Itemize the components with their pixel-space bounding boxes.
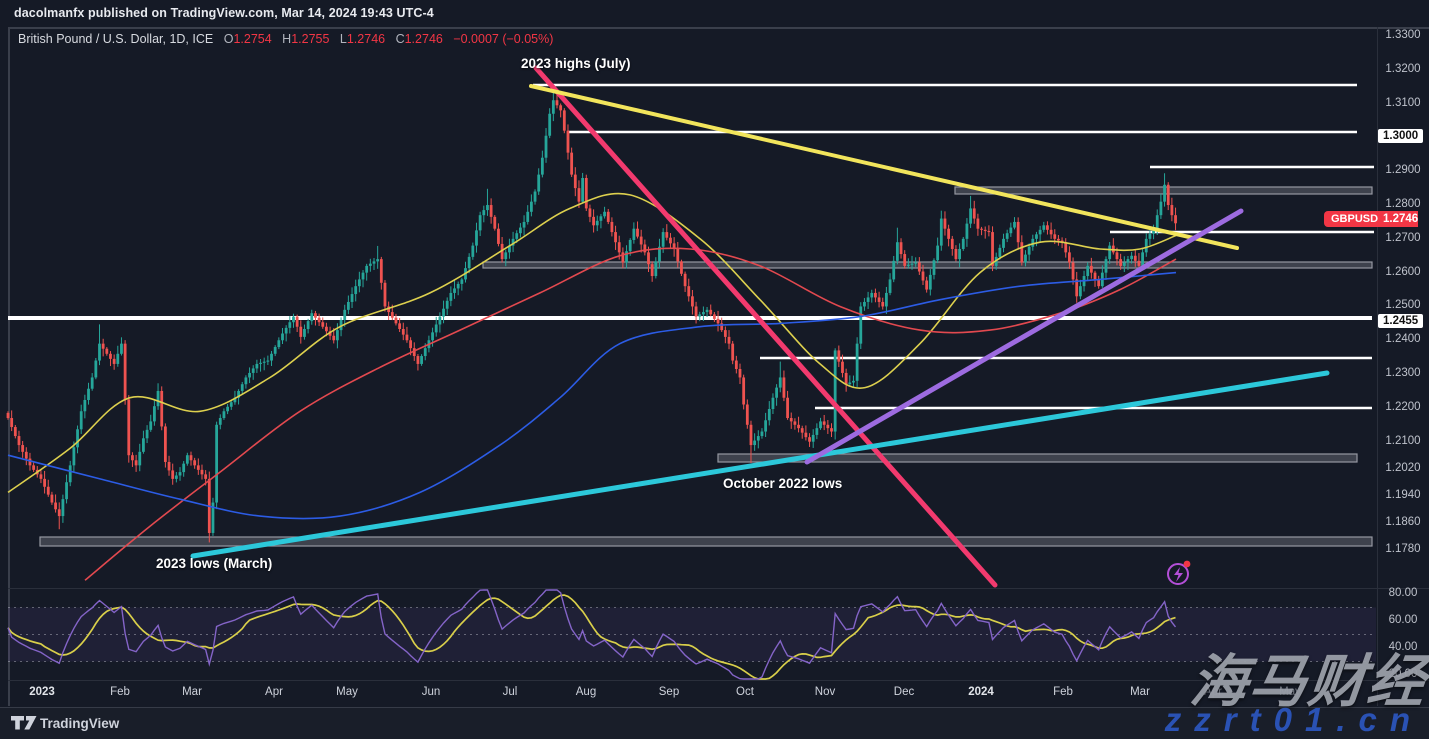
high-value: 1.2755: [291, 32, 330, 46]
price-axis-label: 1.2400: [1385, 333, 1421, 346]
price-axis-label: 1.2900: [1385, 164, 1421, 177]
open-label: O: [223, 32, 234, 46]
rising-wedge-purple[interactable]: [804, 208, 1244, 465]
time-axis-label: Oct: [736, 686, 754, 698]
annotation-2023-highs-july: 2023 highs (July): [521, 56, 631, 71]
tradingview-logo-text[interactable]: TradingView: [40, 716, 120, 731]
time-axis-label: May: [1279, 686, 1301, 698]
price-axis-label: 1.2700: [1385, 231, 1421, 244]
symbol-title: British Pound / U.S. Dollar, 1D, ICE: [18, 32, 214, 46]
time-axis-label: Nov: [814, 686, 836, 698]
symbol-price-flag: GBPUSD: [1324, 211, 1386, 228]
time-axis-label: 2023: [29, 686, 55, 698]
pane-separator[interactable]: [8, 588, 1429, 589]
price-axis-label: 1.2800: [1385, 198, 1421, 211]
tradingview-logo-icon[interactable]: [10, 715, 46, 735]
price-axis-separator: [1377, 27, 1378, 706]
chart-frame: [8, 27, 1429, 706]
price-axis-label: 1.3100: [1385, 96, 1421, 109]
annotation-october-2022-lows: October 2022 lows: [723, 476, 843, 491]
high-label: H: [282, 32, 292, 46]
price-axis-label: 1.2200: [1385, 400, 1421, 413]
time-axis-label: Apr: [1204, 686, 1222, 698]
price-axis-label: 1.2500: [1385, 299, 1421, 312]
low-label: L: [339, 32, 347, 46]
sma-mid-red[interactable]: [84, 247, 1177, 581]
low-value: 1.2746: [346, 32, 386, 46]
price-level-badge: 1.3000: [1378, 129, 1424, 144]
support-resistance-zone[interactable]: [39, 536, 1373, 547]
close-value: 1.2746: [404, 32, 443, 46]
footer-bar: TradingView: [0, 707, 1429, 739]
rising-support-cyan[interactable]: [190, 370, 1330, 559]
flash-boost-icon[interactable]: [1167, 560, 1191, 585]
rsi-axis-label: 20.00: [1388, 668, 1418, 680]
sma-slow-blue[interactable]: [7, 271, 1177, 520]
close-label: C: [395, 32, 405, 46]
published-byline: dacolmanfx published on TradingView.com,…: [14, 6, 434, 20]
change-value: −0.0007 (−0.05%): [453, 32, 554, 46]
time-axis-label: Feb: [1053, 686, 1073, 698]
time-axis-label: Dec: [893, 686, 915, 698]
watermark-url: zzrt01.cn: [1164, 701, 1423, 738]
time-axis-label: Feb: [110, 686, 130, 698]
annotation-2023-lows-march: 2023 lows (March): [156, 556, 273, 571]
support-resistance-zone[interactable]: [482, 261, 1373, 269]
price-level-badge: 1.2455: [1378, 313, 1424, 328]
sma-fast-yellow[interactable]: [7, 192, 1177, 494]
time-axis-label: Jul: [502, 686, 518, 698]
time-axis-label: Mar: [182, 686, 202, 698]
time-axis-label: Sep: [658, 686, 680, 698]
rsi-line[interactable]: [7, 589, 1177, 680]
time-axis-label: Apr: [265, 686, 283, 698]
rsi-ma-line[interactable]: [7, 594, 1176, 680]
steep-downtrend-pink[interactable]: [533, 65, 998, 588]
price-axis-label: 1.1940: [1385, 488, 1421, 501]
descending-resistance-yellow[interactable]: [529, 84, 1239, 250]
candlestick-series: [6, 89, 1177, 543]
time-axis-label: Aug: [575, 686, 597, 698]
price-axis-label: 1.1860: [1385, 515, 1421, 528]
time-axis-label: 2024: [968, 686, 994, 698]
price-axis-label: 1.1780: [1385, 542, 1421, 555]
symbol-legend[interactable]: British Pound / U.S. Dollar, 1D, ICE O1.…: [18, 32, 553, 46]
price-axis-label: 1.3300: [1385, 29, 1421, 41]
price-axis-label: 1.2100: [1385, 434, 1421, 447]
price-axis-label: 1.2020: [1385, 461, 1421, 474]
time-axis-separator: [8, 680, 1429, 681]
last-price-badge: 1.2746: [1378, 211, 1418, 228]
time-axis-label: Jun: [421, 686, 441, 698]
open-value: 1.2754: [233, 32, 272, 46]
rsi-axis-label: 60.00: [1388, 614, 1418, 626]
price-axis-label: 1.2600: [1385, 265, 1421, 278]
rsi-axis-label: 80.00: [1388, 587, 1418, 599]
price-axis-label: 1.2300: [1385, 367, 1421, 380]
time-axis-label: May: [336, 686, 358, 698]
price-axis-label: 1.3200: [1385, 62, 1421, 75]
support-resistance-zone[interactable]: [717, 453, 1358, 463]
time-axis-label: Mar: [1130, 686, 1150, 698]
rsi-axis-label: 40.00: [1388, 641, 1418, 653]
